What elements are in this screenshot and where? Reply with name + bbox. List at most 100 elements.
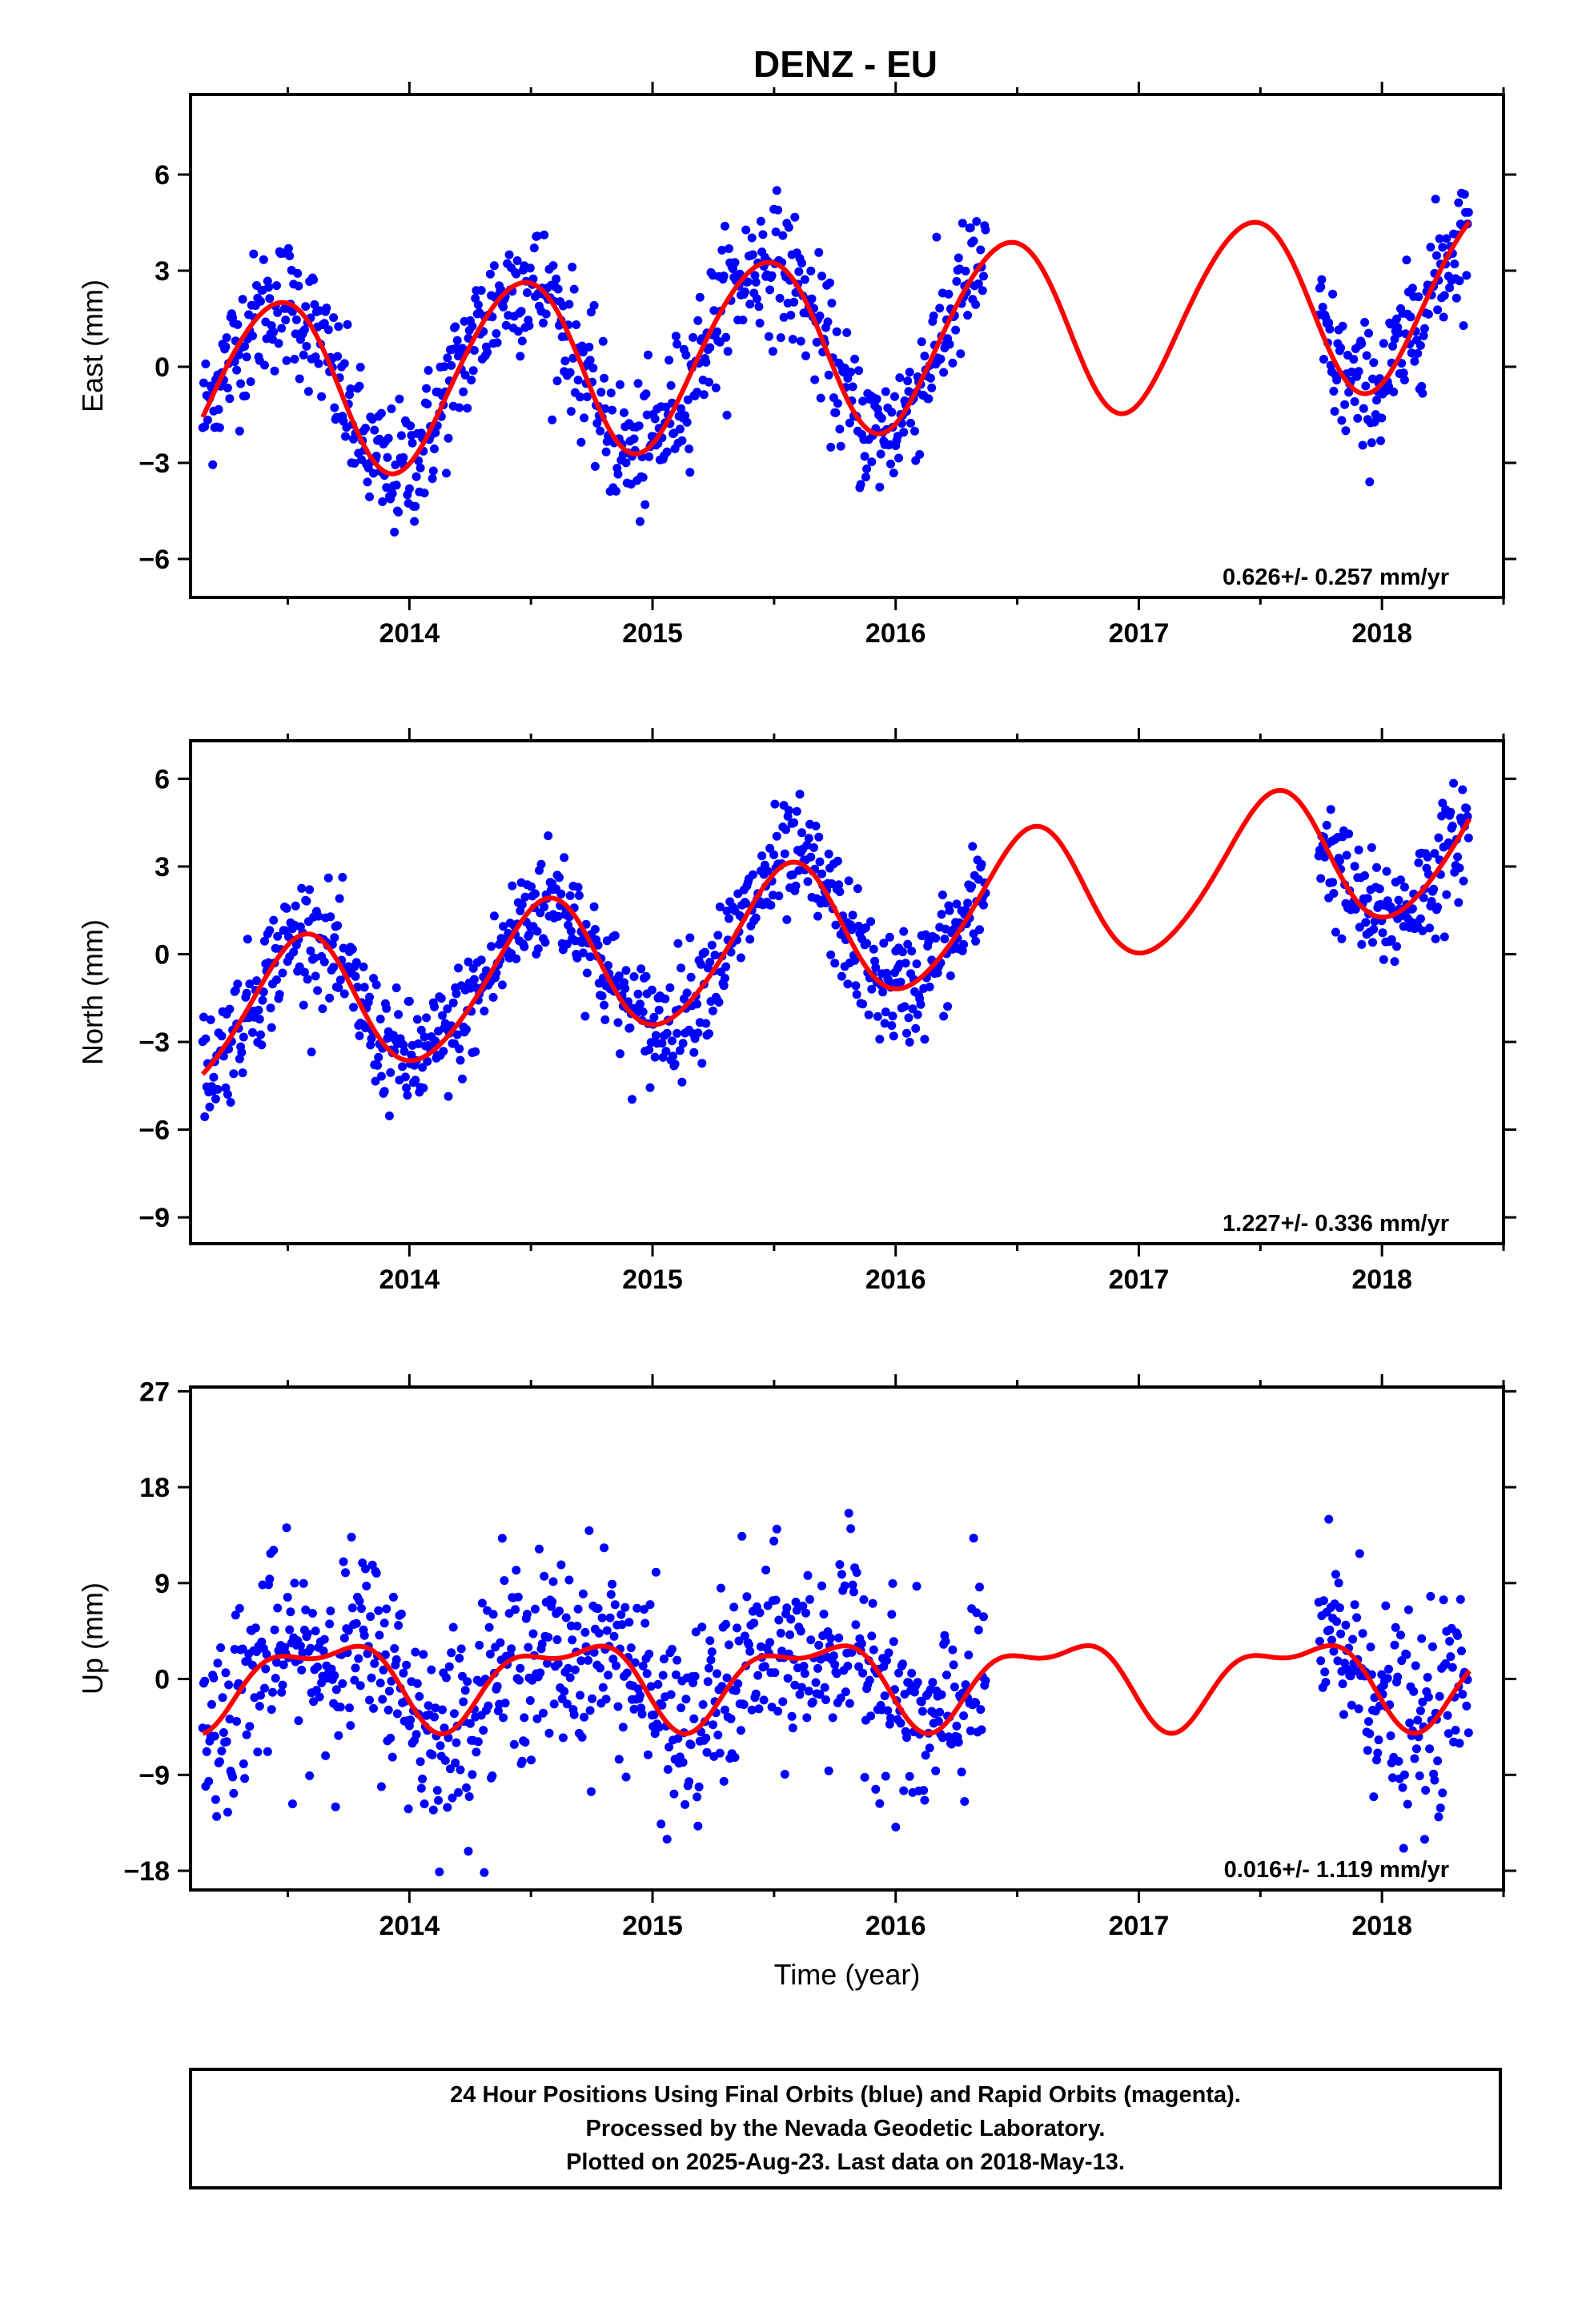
data-point	[896, 1719, 905, 1728]
x-tick-label: 2017	[1109, 618, 1170, 649]
data-point	[343, 1626, 353, 1635]
data-point	[1427, 1642, 1437, 1651]
data-point	[701, 1733, 711, 1743]
data-point	[516, 1663, 525, 1673]
data-point	[232, 1717, 242, 1726]
data-point	[576, 1691, 585, 1700]
data-point	[520, 1738, 530, 1747]
data-point	[275, 990, 284, 999]
data-point	[346, 384, 355, 393]
data-point	[1344, 829, 1354, 838]
y-tick-label: 3	[155, 256, 170, 287]
data-point	[404, 484, 414, 493]
data-point	[802, 1713, 812, 1723]
data-point	[801, 1608, 810, 1618]
data-point	[801, 351, 810, 360]
data-point	[826, 950, 836, 959]
data-point	[1337, 934, 1347, 943]
data-point	[1454, 198, 1464, 207]
data-point	[1372, 1755, 1381, 1765]
data-point	[535, 1544, 544, 1554]
data-point	[952, 1721, 962, 1731]
data-point	[705, 1636, 715, 1646]
data-point	[294, 281, 303, 291]
data-point	[950, 1683, 959, 1691]
data-point	[915, 450, 925, 459]
data-point	[1435, 1803, 1445, 1813]
data-point	[272, 1658, 281, 1667]
data-point	[1318, 303, 1327, 312]
data-point	[673, 1734, 683, 1743]
data-point	[917, 1697, 926, 1707]
data-point	[289, 947, 299, 957]
up-axes-frame	[189, 1385, 1505, 1892]
data-point	[210, 1731, 219, 1741]
data-point	[265, 926, 275, 935]
data-point	[937, 1690, 946, 1699]
data-point	[926, 373, 935, 383]
footer-line-1: 24 Hour Positions Using Final Orbits (bl…	[450, 2082, 1241, 2108]
data-point	[264, 283, 273, 292]
data-point	[875, 1799, 885, 1808]
data-point	[578, 1589, 588, 1598]
data-point	[767, 271, 777, 280]
data-point	[1417, 1634, 1427, 1643]
data-point	[905, 368, 914, 377]
y-tick-label: 9	[155, 1569, 170, 1599]
data-point	[387, 404, 396, 413]
data-point	[238, 1644, 247, 1654]
data-point	[640, 1618, 650, 1628]
data-point	[707, 1647, 717, 1657]
data-point	[589, 300, 599, 310]
data-point	[669, 1051, 678, 1061]
data-point	[221, 1668, 231, 1678]
figure-title: DENZ - EU	[753, 43, 938, 85]
data-point	[1354, 367, 1363, 376]
data-point	[1315, 1636, 1324, 1646]
east-points	[198, 186, 1473, 537]
data-point	[601, 447, 611, 456]
data-point	[939, 368, 949, 377]
data-point	[362, 1582, 371, 1590]
data-point	[273, 1603, 283, 1613]
data-point	[1439, 312, 1448, 322]
data-point	[1397, 1656, 1407, 1666]
data-point	[341, 432, 350, 441]
data-point	[715, 902, 725, 911]
data-point	[845, 1699, 854, 1708]
data-point	[282, 903, 291, 913]
data-point	[738, 316, 748, 325]
data-point	[1425, 923, 1435, 933]
data-point	[544, 831, 553, 841]
data-point	[255, 1702, 264, 1711]
data-point	[465, 1719, 475, 1728]
data-point	[979, 271, 988, 281]
data-point	[509, 1739, 519, 1749]
data-point	[384, 1111, 394, 1120]
data-point	[454, 963, 463, 973]
data-point	[754, 1704, 764, 1714]
data-point	[834, 1633, 844, 1642]
data-point	[399, 452, 408, 462]
data-point	[854, 366, 864, 376]
data-point	[725, 244, 733, 253]
data-point	[719, 1776, 729, 1786]
data-point	[376, 1782, 386, 1791]
data-point	[338, 1679, 347, 1688]
data-point	[717, 1682, 727, 1691]
data-point	[722, 410, 732, 420]
data-point	[236, 379, 246, 388]
data-point	[400, 1072, 410, 1082]
data-point	[338, 873, 347, 882]
data-point	[1442, 234, 1452, 243]
data-point	[677, 404, 686, 413]
data-point	[311, 971, 320, 981]
data-point	[677, 963, 686, 973]
data-point	[948, 358, 958, 368]
data-point	[815, 312, 825, 320]
data-point	[1337, 416, 1347, 425]
data-point	[844, 876, 853, 886]
data-point	[678, 1039, 688, 1048]
data-point	[721, 1619, 731, 1629]
data-point	[388, 1592, 398, 1602]
